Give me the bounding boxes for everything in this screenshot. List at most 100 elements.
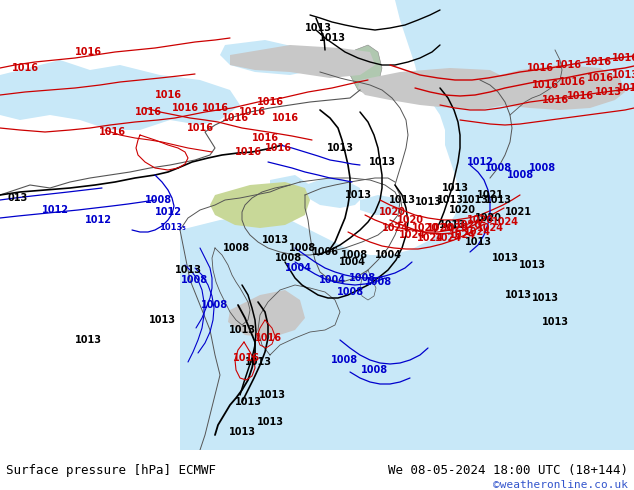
Text: 1008: 1008 xyxy=(288,243,316,253)
Polygon shape xyxy=(228,290,305,338)
Text: 1008: 1008 xyxy=(275,253,302,263)
Text: 1020: 1020 xyxy=(441,223,469,233)
Text: 1012: 1012 xyxy=(155,207,181,217)
Text: 1020: 1020 xyxy=(427,223,453,233)
Polygon shape xyxy=(485,180,565,235)
Polygon shape xyxy=(220,40,320,75)
Text: 1021: 1021 xyxy=(477,190,503,200)
Text: 1020: 1020 xyxy=(474,213,501,223)
Text: 1008: 1008 xyxy=(507,170,534,180)
Text: 1016: 1016 xyxy=(221,113,249,123)
Text: 1013: 1013 xyxy=(368,157,396,167)
Text: 1016: 1016 xyxy=(235,147,261,157)
Text: 1013: 1013 xyxy=(174,265,202,275)
Text: 1016: 1016 xyxy=(233,353,259,363)
Text: Surface pressure [hPa] ECMWF: Surface pressure [hPa] ECMWF xyxy=(6,464,216,477)
Text: 1016: 1016 xyxy=(134,107,162,117)
Text: 1024: 1024 xyxy=(417,233,444,243)
Text: 1013: 1013 xyxy=(228,427,256,437)
Text: 1012: 1012 xyxy=(41,205,68,215)
Text: 1013: 1013 xyxy=(465,237,491,247)
Text: 1012: 1012 xyxy=(84,215,112,225)
Text: 1024: 1024 xyxy=(399,230,425,240)
Text: 1016: 1016 xyxy=(559,77,586,87)
Text: 1006: 1006 xyxy=(311,247,339,257)
Text: 1013: 1013 xyxy=(148,315,176,325)
Text: 1013: 1013 xyxy=(415,197,441,207)
Text: 1013: 1013 xyxy=(235,397,261,407)
Text: 1016: 1016 xyxy=(172,103,198,113)
Polygon shape xyxy=(230,45,375,78)
Text: 1016: 1016 xyxy=(254,333,281,343)
Polygon shape xyxy=(180,0,634,450)
Text: 1024: 1024 xyxy=(434,233,462,243)
Text: 1013: 1013 xyxy=(462,195,489,205)
Text: 1013: 1013 xyxy=(616,83,634,93)
Text: 1004: 1004 xyxy=(339,257,365,267)
Text: 013: 013 xyxy=(8,193,28,203)
Text: 1013: 1013 xyxy=(612,70,634,80)
Text: 1013: 1013 xyxy=(304,23,332,33)
Text: 1016: 1016 xyxy=(186,123,214,133)
Text: 1013₅: 1013₅ xyxy=(158,223,185,232)
Polygon shape xyxy=(480,65,625,110)
Text: 1013: 1013 xyxy=(259,390,285,400)
Text: 1020: 1020 xyxy=(411,223,439,233)
Text: 1004: 1004 xyxy=(318,275,346,285)
Text: 1013: 1013 xyxy=(595,87,621,97)
Text: 1016: 1016 xyxy=(264,143,292,153)
Text: 1016: 1016 xyxy=(238,107,266,117)
Polygon shape xyxy=(210,182,310,228)
Text: 1020: 1020 xyxy=(455,220,481,230)
Text: 1008: 1008 xyxy=(365,277,392,287)
Text: 1008: 1008 xyxy=(361,365,389,375)
Text: 1008: 1008 xyxy=(528,163,555,173)
Text: We 08-05-2024 18:00 UTC (18+144): We 08-05-2024 18:00 UTC (18+144) xyxy=(388,464,628,477)
Text: 1013: 1013 xyxy=(531,293,559,303)
Text: 1013: 1013 xyxy=(261,235,288,245)
Polygon shape xyxy=(0,60,240,130)
Text: 1013: 1013 xyxy=(245,357,271,367)
Text: 1024: 1024 xyxy=(382,223,408,233)
Text: 1008: 1008 xyxy=(223,243,250,253)
Text: 1024: 1024 xyxy=(463,227,491,237)
Text: 1016: 1016 xyxy=(526,63,553,73)
Text: 1013: 1013 xyxy=(228,325,256,335)
Text: 1020: 1020 xyxy=(467,215,493,225)
Text: 1024: 1024 xyxy=(491,217,519,227)
Text: ©weatheronline.co.uk: ©weatheronline.co.uk xyxy=(493,480,628,490)
Text: 1013: 1013 xyxy=(318,33,346,43)
Text: 1004: 1004 xyxy=(375,250,401,260)
Text: 1008: 1008 xyxy=(202,300,229,310)
Text: 1013: 1013 xyxy=(441,183,469,193)
Text: 1008: 1008 xyxy=(337,287,363,297)
Text: 1016: 1016 xyxy=(586,73,614,83)
Text: 1013: 1013 xyxy=(327,143,354,153)
Text: 1021: 1021 xyxy=(505,207,531,217)
Text: 1013: 1013 xyxy=(75,335,101,345)
Text: 1013: 1013 xyxy=(344,190,372,200)
Text: 1008: 1008 xyxy=(349,273,375,283)
Text: 1013: 1013 xyxy=(436,195,463,205)
Text: 1013: 1013 xyxy=(505,290,531,300)
Text: 1013: 1013 xyxy=(519,260,545,270)
Text: 1016: 1016 xyxy=(202,103,228,113)
Polygon shape xyxy=(350,45,382,95)
Text: 1008: 1008 xyxy=(330,355,358,365)
Polygon shape xyxy=(358,68,515,110)
Text: 1013: 1013 xyxy=(541,317,569,327)
Text: 1016: 1016 xyxy=(585,57,612,67)
Text: 1008: 1008 xyxy=(484,163,512,173)
Text: 1016: 1016 xyxy=(75,47,101,57)
Text: 1013: 1013 xyxy=(439,220,465,230)
Text: 1016: 1016 xyxy=(271,113,299,123)
Text: 1008: 1008 xyxy=(181,275,209,285)
Polygon shape xyxy=(360,195,400,215)
Text: 1004: 1004 xyxy=(285,263,311,273)
Text: 1016: 1016 xyxy=(252,133,278,143)
Polygon shape xyxy=(305,178,362,208)
Text: 1016: 1016 xyxy=(612,53,634,63)
Text: 1020: 1020 xyxy=(448,205,476,215)
Text: 1020: 1020 xyxy=(378,207,406,217)
Text: 1024: 1024 xyxy=(448,230,476,240)
